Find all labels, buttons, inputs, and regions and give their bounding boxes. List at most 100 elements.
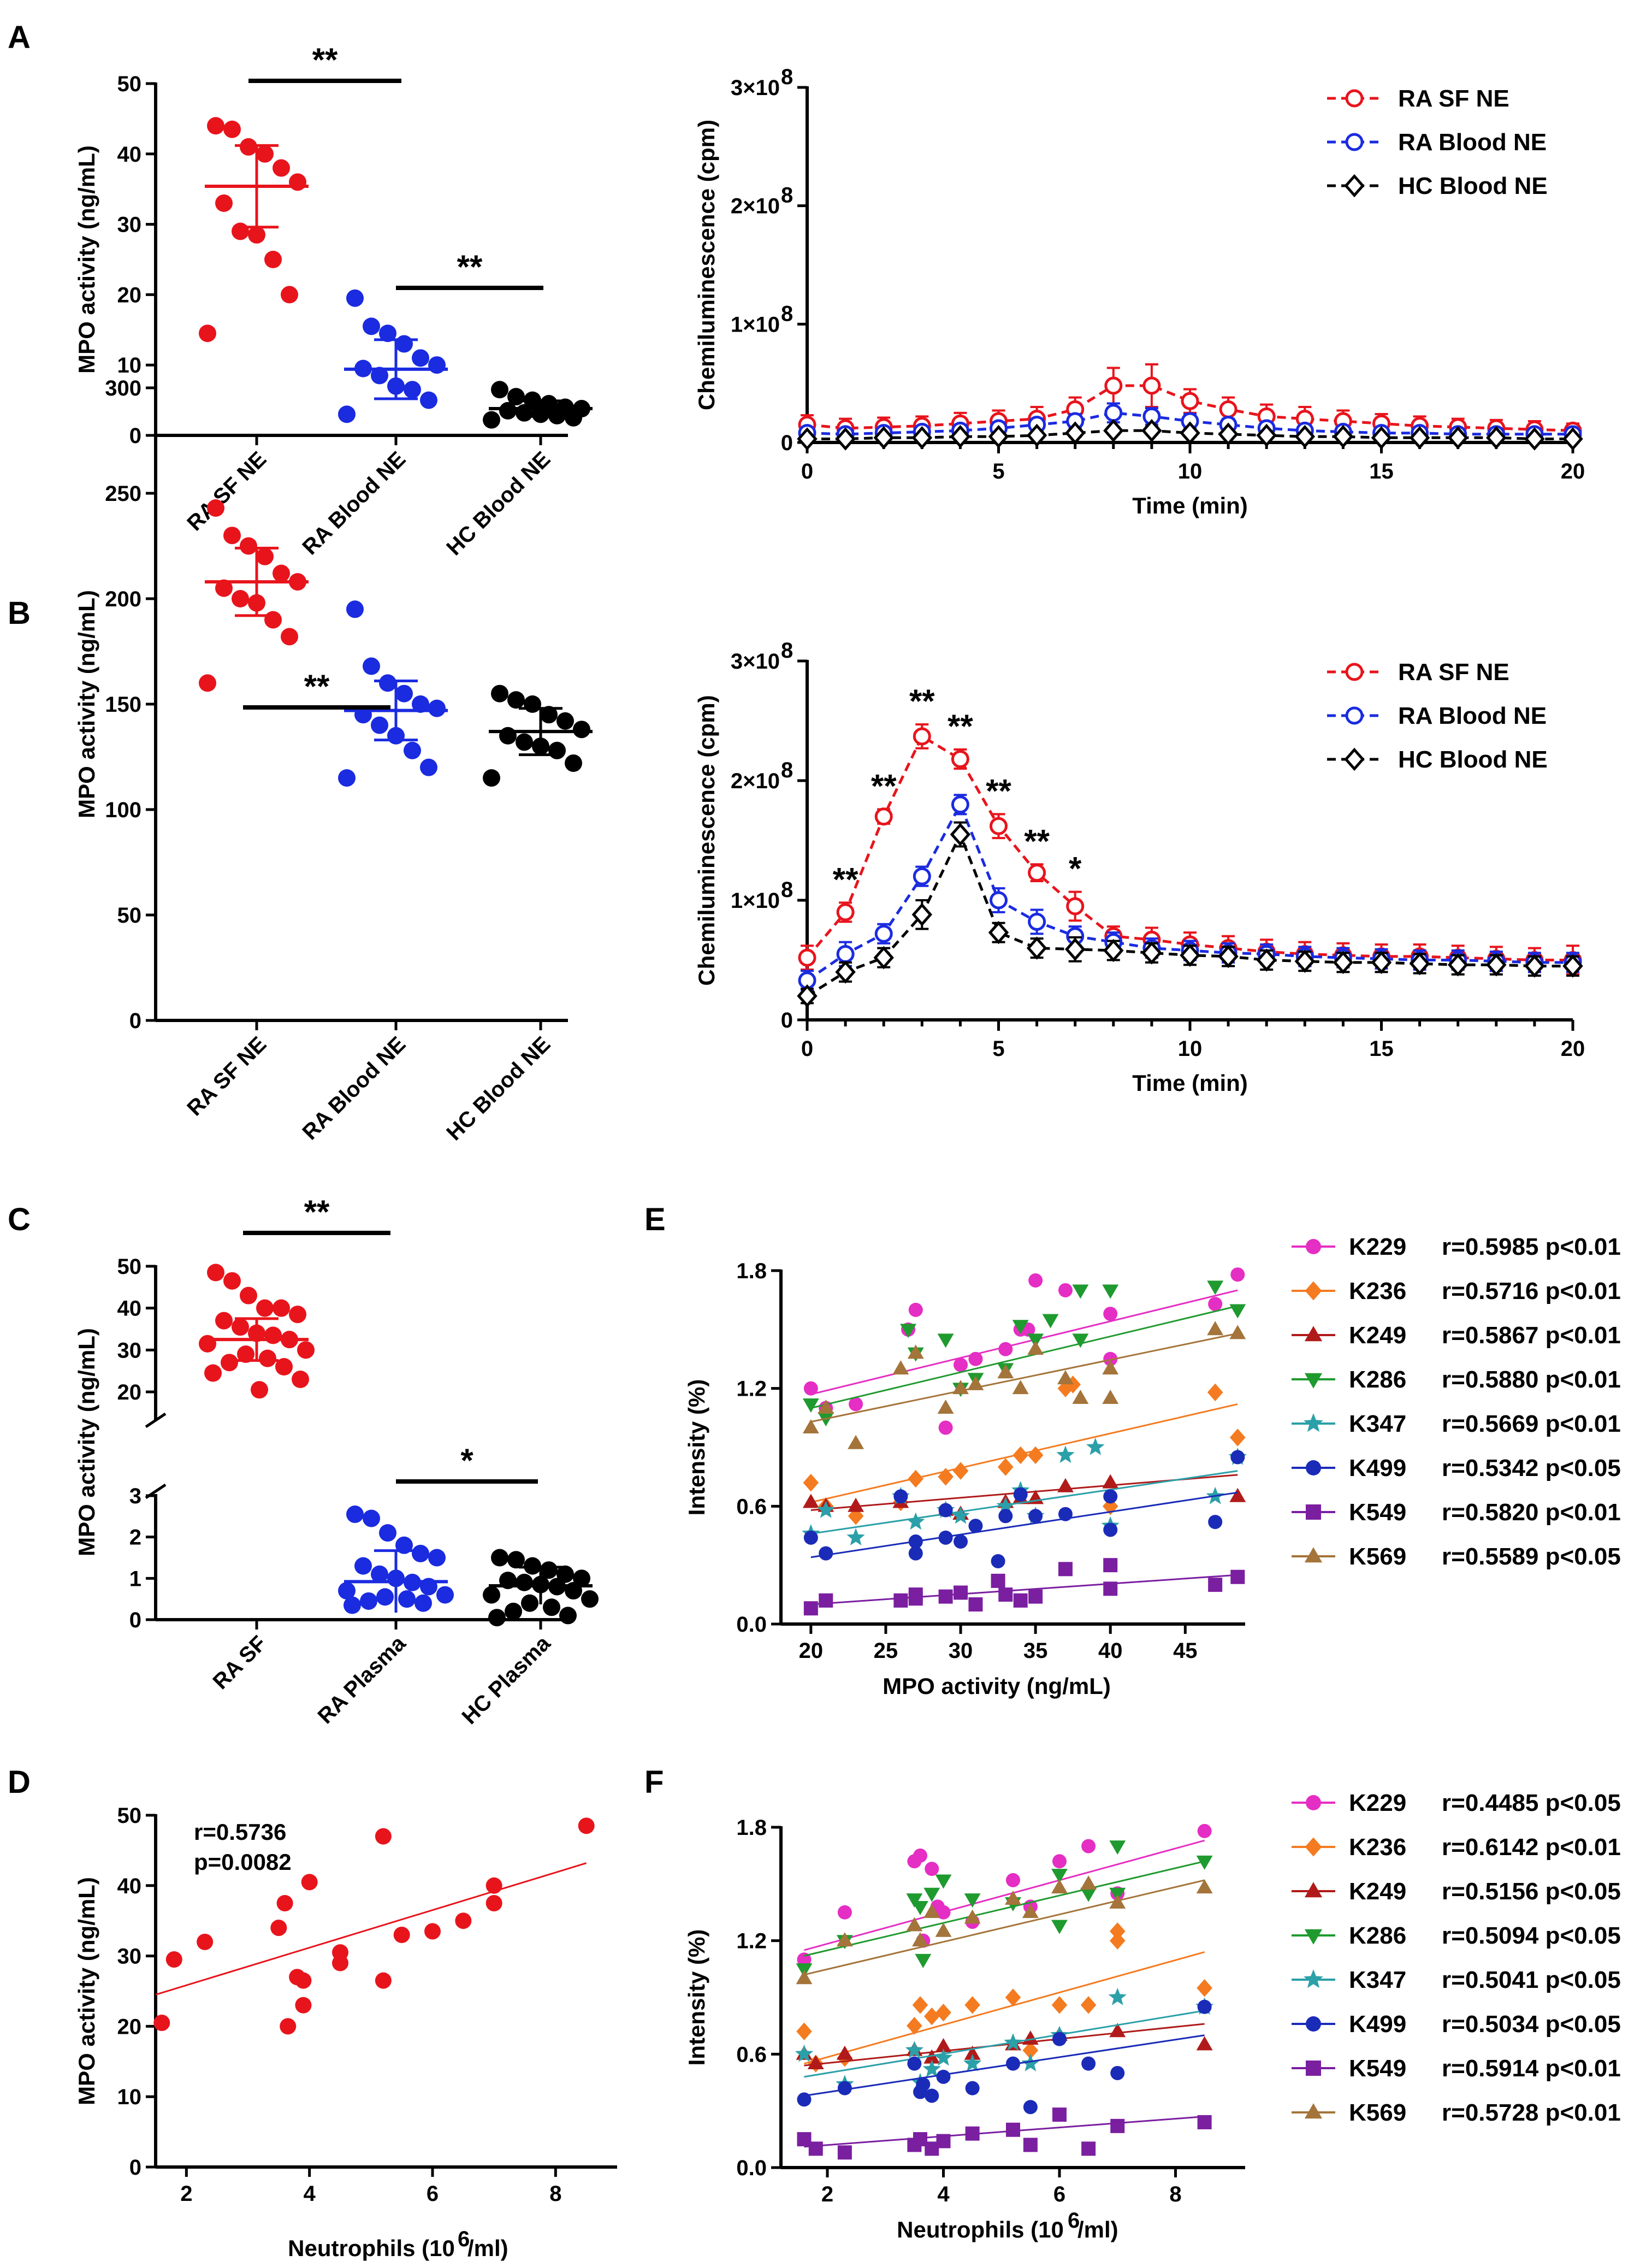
- data-point: [516, 1573, 533, 1591]
- y-tick-label: 3: [129, 1484, 141, 1508]
- data-point: [1081, 2056, 1096, 2071]
- correlation-p: p=0.0082: [194, 1849, 292, 1875]
- legend-label: K236: [1349, 1278, 1406, 1304]
- y-tick-label: 0: [781, 1008, 793, 1032]
- data-point: [578, 1817, 595, 1834]
- data-point: [346, 289, 364, 307]
- legend-stat: r=0.5669 p<0.01: [1442, 1410, 1621, 1437]
- data-point: [338, 1582, 356, 1600]
- data-point: [1229, 1304, 1246, 1319]
- data-point: [346, 600, 364, 618]
- data-point: [1013, 1487, 1028, 1502]
- y-tick-label: 0.6: [736, 1495, 767, 1519]
- legend-label: K549: [1349, 1499, 1406, 1526]
- data-point: [797, 427, 818, 451]
- y-tick-label: 20: [117, 1380, 142, 1404]
- y-tick-label: 2: [129, 1526, 141, 1550]
- data-point: [796, 2022, 812, 2041]
- data-point: [1333, 424, 1354, 448]
- x-tick-label: 8: [549, 2182, 561, 2206]
- data-point: [912, 1932, 928, 1947]
- x-axis-label: Neutrophils (10: [897, 2217, 1064, 2242]
- data-point: [964, 1909, 981, 1924]
- category-label: RA Blood NE: [298, 1032, 410, 1144]
- data-point: [1180, 421, 1200, 445]
- data-point: [379, 1524, 396, 1542]
- data-point: [505, 1602, 522, 1620]
- fit-line: [810, 1289, 1238, 1395]
- data-point: [1230, 1569, 1245, 1584]
- data-point: [900, 1324, 917, 1338]
- data-point: [204, 1364, 222, 1382]
- data-point: [1109, 1932, 1126, 1950]
- data-point: [1103, 1558, 1118, 1573]
- data-point: [1218, 944, 1239, 969]
- fit-line: [810, 1491, 1238, 1558]
- data-point: [1066, 897, 1085, 916]
- legend-marker: [1304, 2103, 1323, 2119]
- category-label: HC Blood NE: [442, 1032, 555, 1145]
- data-point: [375, 1828, 392, 1845]
- y-tick-label: 30: [117, 1338, 142, 1362]
- data-point: [1333, 951, 1354, 975]
- x-tick-label: 8: [1169, 2182, 1181, 2206]
- data-point: [907, 2056, 922, 2071]
- data-point: [906, 1893, 923, 1908]
- data-point: [1102, 1390, 1119, 1404]
- data-point: [395, 335, 413, 353]
- legend-stat: r=0.4485 p<0.05: [1442, 1790, 1621, 1816]
- data-point: [270, 1920, 287, 1937]
- data-point: [420, 758, 437, 776]
- data-point: [951, 1506, 970, 1524]
- data-point: [573, 1569, 590, 1587]
- y-tick-exponent: 8: [781, 639, 793, 663]
- data-point: [375, 1972, 392, 1989]
- data-point: [1058, 1507, 1073, 1521]
- data-point: [846, 1528, 865, 1545]
- y-tick-exponent: 8: [781, 65, 793, 89]
- data-point: [963, 2054, 982, 2071]
- data-point: [540, 706, 558, 724]
- data-point: [1104, 376, 1123, 395]
- data-point: [1197, 1999, 1212, 2014]
- data-point: [199, 674, 216, 692]
- data-point: [565, 409, 582, 427]
- data-point: [1026, 936, 1047, 960]
- data-point: [256, 145, 274, 163]
- data-point: [965, 2081, 980, 2095]
- legend-label: K236: [1349, 1834, 1406, 1861]
- significance-stars: **: [457, 249, 483, 285]
- x-tick-label: 15: [1369, 459, 1394, 483]
- x-tick-label: 20: [1561, 1037, 1585, 1061]
- data-point: [915, 1953, 932, 1968]
- data-point: [371, 367, 388, 385]
- data-point: [1256, 948, 1277, 972]
- data-point: [797, 1952, 812, 1967]
- legend-marker: [1306, 2016, 1321, 2032]
- data-point: [404, 741, 421, 759]
- data-point: [954, 1534, 968, 1549]
- category-label: RA SF: [208, 1631, 271, 1694]
- legend-stat: r=0.5716 p<0.01: [1442, 1278, 1621, 1304]
- data-point: [1110, 2118, 1125, 2133]
- legend-stat: r=0.5342 p<0.05: [1442, 1455, 1621, 1481]
- data-point: [1052, 2107, 1067, 2122]
- data-point: [1562, 427, 1583, 451]
- data-point: [1181, 392, 1199, 410]
- data-point: [1447, 426, 1469, 450]
- data-point: [837, 2145, 852, 2160]
- data-point: [428, 356, 446, 374]
- data-point: [990, 817, 1008, 835]
- data-point: [556, 1565, 574, 1583]
- data-point: [997, 1458, 1014, 1476]
- data-point: [925, 2088, 939, 2103]
- data-point: [1022, 2030, 1039, 2045]
- data-point: [803, 1601, 818, 1616]
- data-point: [848, 1497, 865, 1512]
- data-point: [1080, 1887, 1097, 1902]
- y-tick-label: 30: [117, 1945, 142, 1969]
- data-point: [1524, 427, 1545, 451]
- data-point: [997, 1364, 1014, 1379]
- data-point: [1109, 1894, 1126, 1909]
- data-point: [1447, 953, 1469, 977]
